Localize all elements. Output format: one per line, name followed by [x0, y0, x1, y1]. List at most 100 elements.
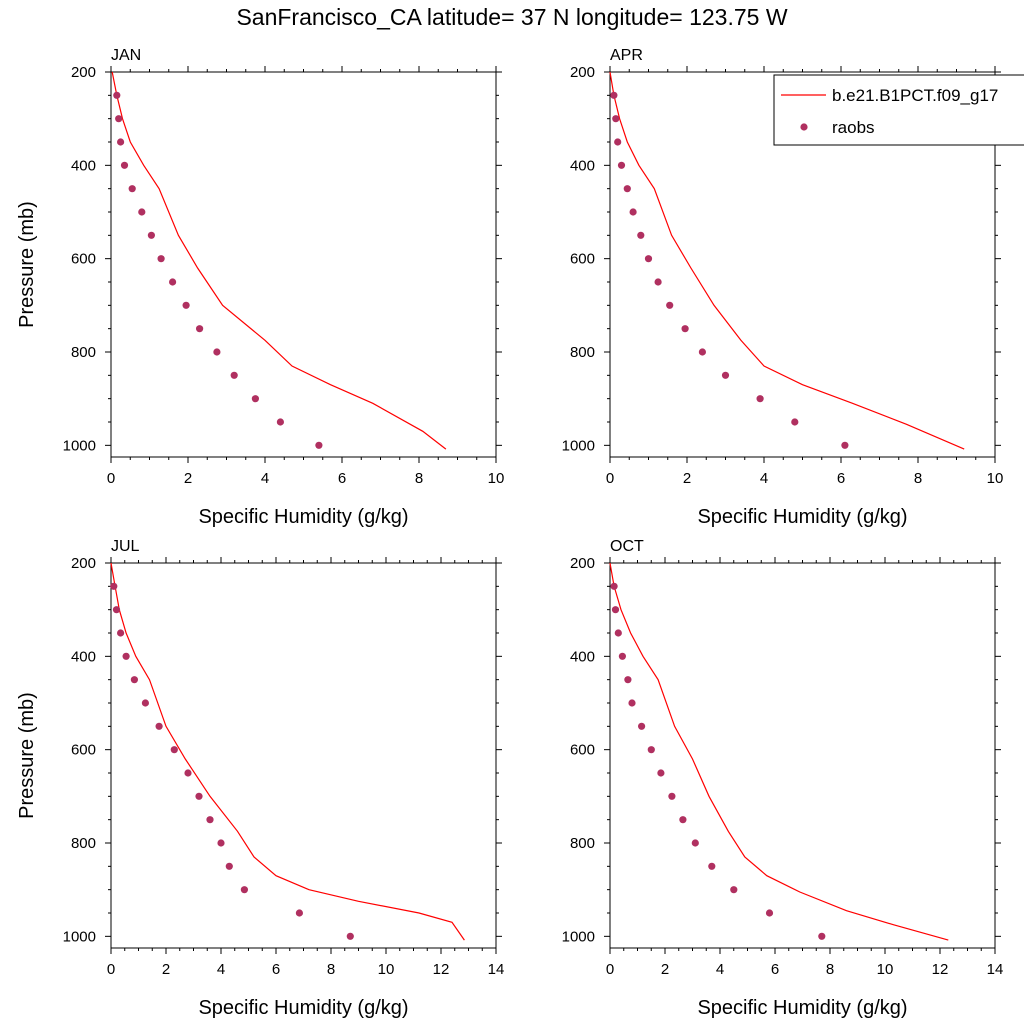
raobs-point: [623, 185, 631, 193]
raobs-point: [122, 652, 130, 660]
model-series-line: [609, 71, 965, 450]
raobs-point: [628, 699, 636, 707]
x-tick-label: 4: [261, 470, 269, 487]
y-axis-label: Pressure (mb): [16, 201, 38, 328]
raobs-point: [637, 231, 645, 239]
raobs-point: [195, 792, 203, 800]
raobs-point: [141, 699, 149, 707]
raobs-point: [130, 676, 138, 684]
raobs-point: [614, 629, 622, 637]
raobs-point: [117, 138, 125, 146]
x-tick-label: 6: [837, 470, 845, 487]
panel-title: JUL: [111, 538, 140, 555]
raobs-point: [213, 348, 221, 356]
x-tick-label: 6: [771, 961, 779, 978]
panel-apr: 0 2 4 6 8 10 200 400 600 800 1000 APR Specific Humid…: [562, 47, 1004, 528]
raobs-point: [730, 886, 738, 894]
raobs-point: [196, 325, 204, 333]
raobs-point: [691, 839, 699, 847]
raobs-point: [251, 395, 259, 403]
plot-frame: [110, 71, 497, 458]
raobs-point: [170, 746, 178, 754]
raobs-point: [644, 255, 653, 263]
raobs-point: [157, 255, 165, 263]
panel-oct: 0 2 4 6 8 10 12 14 200 400 600 800 1000 OCT Specific H…: [562, 538, 1004, 1019]
x-tick-label: 10: [378, 961, 395, 978]
x-axis-label: Specific Humidity (g/kg): [198, 506, 408, 528]
y-tick-label: 800: [570, 344, 595, 361]
raobs-point: [115, 115, 123, 123]
panel-title: OCT: [610, 538, 644, 555]
raobs-point: [610, 91, 618, 99]
y-tick-label: 1000: [562, 928, 595, 945]
plot-frame: [609, 562, 996, 949]
y-tick-label: 1000: [562, 437, 595, 454]
plot-frame: [110, 562, 497, 949]
y-tick-label: 600: [71, 742, 96, 759]
raobs-point: [614, 138, 622, 146]
raobs-point: [155, 722, 163, 730]
x-tick-label: 8: [826, 961, 834, 978]
raobs-point: [708, 862, 716, 870]
raobs-point: [206, 816, 214, 824]
raobs-point: [117, 629, 125, 637]
raobs-point: [657, 769, 665, 777]
model-series-line: [110, 562, 465, 941]
raobs-point: [818, 932, 826, 940]
raobs-point: [698, 348, 707, 356]
x-tick-label: 8: [327, 961, 335, 978]
model-series-line: [609, 562, 949, 941]
raobs-point: [668, 792, 676, 800]
x-tick-label: 10: [877, 961, 894, 978]
x-tick-label: 0: [606, 470, 614, 487]
x-tick-label: 0: [606, 961, 614, 978]
x-tick-label: 14: [488, 961, 505, 978]
y-tick-label: 400: [570, 157, 595, 174]
x-tick-label: 2: [661, 961, 669, 978]
y-tick-label: 800: [570, 835, 595, 852]
x-tick-label: 6: [338, 470, 346, 487]
x-tick-label: 0: [107, 961, 115, 978]
x-tick-label: 8: [415, 470, 423, 487]
x-tick-label: 0: [107, 470, 115, 487]
raobs-point: [629, 208, 637, 216]
raobs-point: [647, 746, 655, 754]
legend-box: [773, 74, 1024, 146]
raobs-point: [147, 231, 155, 239]
raobs-point: [110, 582, 118, 590]
x-tick-label: 2: [683, 470, 691, 487]
y-tick-label: 1000: [63, 437, 96, 454]
y-tick-label: 200: [71, 64, 96, 81]
raobs-point: [765, 909, 774, 917]
y-axis-label: Pressure (mb): [16, 692, 38, 819]
y-tick-label: 400: [71, 648, 96, 665]
raobs-point: [612, 115, 620, 123]
y-tick-label: 200: [71, 555, 96, 572]
raobs-point: [721, 371, 730, 379]
raobs-point: [276, 418, 284, 426]
x-tick-label: 10: [987, 470, 1004, 487]
raobs-point: [113, 91, 121, 99]
y-tick-label: 200: [570, 555, 595, 572]
x-tick-label: 12: [932, 961, 949, 978]
raobs-point: [225, 862, 233, 870]
y-tick-label: 800: [71, 835, 96, 852]
raobs-point: [138, 208, 146, 216]
y-tick-label: 800: [71, 344, 96, 361]
raobs-point: [182, 301, 190, 309]
y-tick-label: 400: [570, 648, 595, 665]
legend-obs-label: raobs: [832, 118, 875, 137]
raobs-point: [756, 395, 764, 403]
raobs-point: [230, 371, 238, 379]
raobs-point: [295, 909, 303, 917]
raobs-point: [184, 769, 192, 777]
raobs-point: [666, 301, 674, 309]
x-tick-label: 4: [217, 961, 225, 978]
raobs-point: [618, 652, 627, 660]
legend-obs-swatch: [800, 123, 808, 131]
x-axis-label: Specific Humidity (g/kg): [198, 997, 408, 1019]
raobs-point: [217, 839, 225, 847]
figure-title: SanFrancisco_CA latitude= 37 N longitude…: [236, 4, 788, 30]
x-tick-label: 8: [914, 470, 922, 487]
y-tick-label: 600: [71, 251, 96, 268]
